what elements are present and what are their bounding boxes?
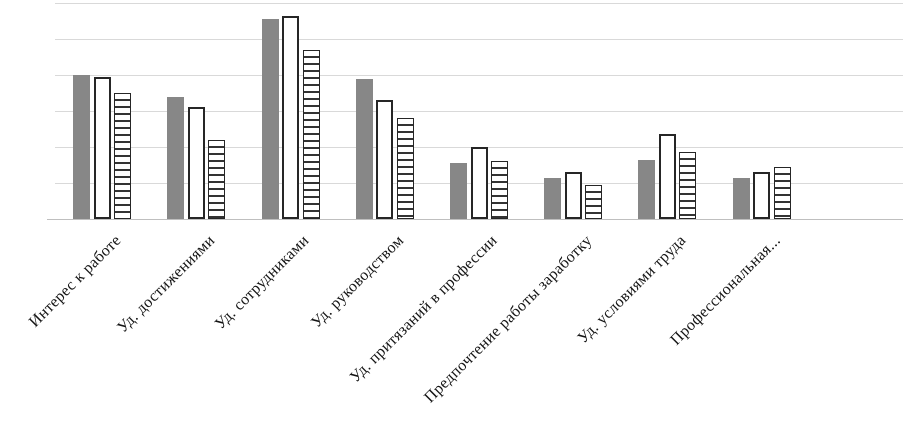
bar-white-outline-bars-0 xyxy=(93,76,111,219)
bar-striped-bars-4 xyxy=(491,161,508,219)
gridline xyxy=(55,111,903,112)
bar-striped-bars-1 xyxy=(208,139,226,219)
bar-white-outline-bars-5 xyxy=(564,172,582,219)
x-axis-label-5: Предпочтение работы заработку xyxy=(420,232,596,407)
bar-solid-gray-bars-3 xyxy=(355,78,373,219)
x-axis-label-3: Уд. руководством xyxy=(307,232,407,332)
bar-white-outline-bars-6 xyxy=(658,134,676,219)
gridline xyxy=(55,3,903,4)
bar-solid-gray-bars-5 xyxy=(544,177,562,219)
x-axis-label-0: Интерес к работе xyxy=(25,232,125,331)
bar-solid-gray-bars-2 xyxy=(261,19,279,219)
bar-striped-bars-3 xyxy=(396,118,414,219)
x-axis-line xyxy=(47,219,903,220)
bar-solid-gray-bars-6 xyxy=(638,159,656,219)
x-axis-label-2: Уд. сотрудниками xyxy=(211,232,313,333)
gridline xyxy=(55,75,903,76)
bar-striped-bars-7 xyxy=(773,166,791,219)
bar-solid-gray-bars-1 xyxy=(167,96,185,219)
gridline xyxy=(55,39,903,40)
bar-striped-bars-2 xyxy=(302,49,320,219)
bar-striped-bars-6 xyxy=(679,152,697,219)
bar-striped-bars-5 xyxy=(585,184,603,219)
bar-white-outline-bars-2 xyxy=(282,15,300,219)
bar-solid-gray-bars-0 xyxy=(73,75,91,219)
bar-white-outline-bars-1 xyxy=(187,107,205,219)
bar-striped-bars-0 xyxy=(114,93,132,219)
bar-white-outline-bars-3 xyxy=(376,100,394,219)
bar-white-outline-bars-7 xyxy=(753,172,771,219)
bar-solid-gray-bars-7 xyxy=(732,177,750,219)
x-axis-label-1: Уд. достижениями xyxy=(114,232,219,337)
bar-white-outline-bars-4 xyxy=(470,147,488,219)
bar-solid-gray-bars-4 xyxy=(450,163,467,219)
